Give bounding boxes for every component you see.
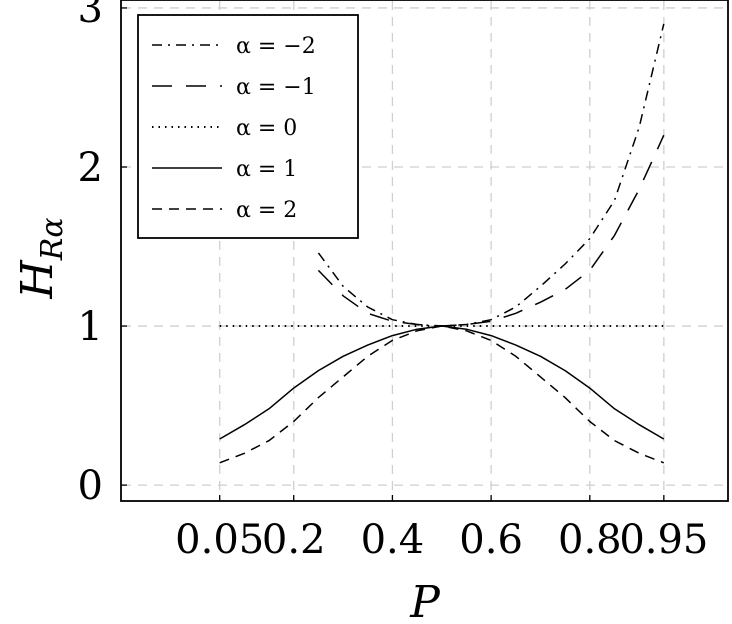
x-tick-label: 0.05: [175, 517, 264, 563]
series-line: [219, 325, 665, 440]
series-line: [317, 134, 665, 327]
legend-label: α = 0: [236, 116, 297, 141]
legend-label: α = 2: [236, 198, 297, 223]
series-line: [219, 325, 665, 464]
legend-box: [137, 14, 359, 239]
x-tick-label: 0.4: [361, 517, 425, 563]
legend-label: α = −1: [236, 75, 316, 100]
y-tick-label: 0: [78, 463, 103, 509]
y-axis-title: HRα: [12, 217, 70, 299]
y-tick-label: 2: [78, 145, 103, 191]
legend-label: α = −2: [236, 34, 316, 59]
x-tick-label: 0.95: [619, 517, 708, 563]
legend: α = −2 α = −1 α = 0 α = 1 α = 2: [137, 14, 359, 239]
plot-frame: [120, 0, 729, 502]
legend-label: α = 1: [236, 157, 297, 182]
y-tick-label: 1: [78, 304, 103, 350]
y-tick-label: 3: [78, 0, 103, 32]
series-lines: [219, 23, 665, 464]
x-tick-label: 0.6: [459, 517, 523, 563]
x-axis-ticks: 0.050.2 0.4 0.6 0.80.95: [175, 495, 708, 563]
x-tick-label: 0.2: [262, 517, 326, 563]
y-axis-title-subscript: Rα: [35, 217, 70, 261]
y-axis-ticks: 0 1 2 3: [78, 0, 127, 509]
svg-text:HRα: HRα: [12, 217, 70, 299]
series-line: [317, 23, 665, 327]
x-axis-title: P: [409, 577, 441, 624]
y-axis-title-main: H: [12, 259, 63, 300]
x-tick-label: 0.8: [558, 517, 622, 563]
